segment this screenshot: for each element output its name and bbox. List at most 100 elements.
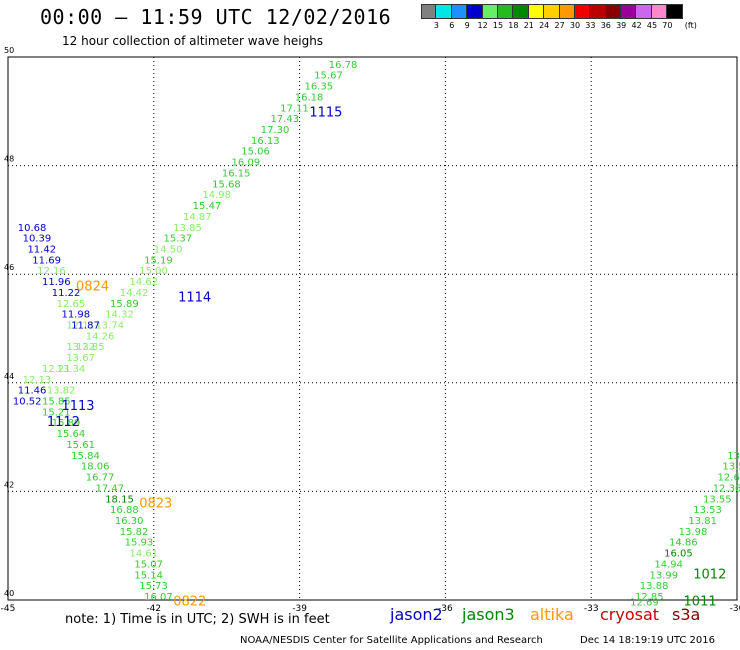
footer-timestamp: Dec 14 18:19:19 UTC 2016 [580, 635, 715, 646]
wave-height-label: 15.21 [42, 407, 71, 418]
legend-swatch [621, 4, 637, 19]
wave-height-label: 13.53 [693, 505, 722, 516]
pass-number-label: 0822 [173, 594, 206, 609]
wave-height-label: 18.06 [81, 462, 110, 473]
wave-height-label: 15.37 [164, 234, 193, 245]
satellite-name: cryosat [600, 605, 660, 624]
color-legend: 3 6 9 12 15 18 21 24 27 30 33 36 39 42 45 70 (ft) [421, 4, 697, 33]
wave-height-label: 15.19 [144, 255, 173, 266]
wave-height-label: 12.13 [23, 375, 52, 386]
legend-tick-label: 12 [477, 21, 488, 30]
map-subtitle: 12 hour collection of altimeter wave hei… [62, 34, 324, 48]
legend-tick-label: 39 [616, 21, 627, 30]
legend-swatch [497, 4, 514, 19]
pass-number-label: 1112 [47, 415, 80, 430]
wave-height-label: 15.06 [241, 147, 270, 158]
wave-height-label: 15.93 [125, 538, 154, 549]
wave-height-label: 16.18 [295, 92, 324, 103]
legend-unit: (ft) [684, 21, 697, 30]
x-tick-label: -30 [730, 604, 740, 614]
wave-height-label: 14.32 [105, 310, 134, 321]
wave-height-label: 16.07 [144, 592, 173, 603]
wave-height-label: 12.21 [42, 364, 71, 375]
wave-height-label: 15.67 [314, 71, 343, 82]
wave-height-label: 15.89 [110, 299, 139, 310]
legend-swatch [651, 4, 668, 19]
y-tick-label: 44 [4, 372, 14, 381]
satellite-name: altika [530, 605, 574, 624]
wave-height-label: 14.62 [130, 277, 159, 288]
legend-swatch [590, 4, 606, 19]
wave-height-label: 10.52 [13, 397, 42, 408]
satellite-name: jason2 [390, 605, 443, 624]
wave-height-label: 14.86 [669, 538, 698, 549]
wave-height-label: 12.36 [713, 483, 740, 494]
legend-swatch [421, 4, 437, 19]
wave-height-label: 10.39 [23, 234, 52, 245]
pass-number-label: 1115 [309, 106, 342, 121]
legend-swatch [467, 4, 483, 19]
wave-height-label: 13.5 [722, 462, 740, 473]
legend-tick-label: 70 [662, 21, 673, 30]
wave-height-label: 11.87 [71, 321, 100, 332]
wave-height-label: 13.74 [95, 321, 124, 332]
legend-swatch [436, 4, 452, 19]
pass-number-label: 0824 [76, 279, 109, 294]
x-tick-label: -42 [146, 604, 161, 614]
legend-swatch [544, 4, 560, 19]
wave-height-label: 13.99 [650, 570, 679, 581]
wave-height-label: 13.22 [66, 342, 95, 353]
wave-height-label: 15.64 [57, 429, 86, 440]
legend-tick-label: 3 [433, 21, 439, 30]
legend-swatch [605, 4, 622, 19]
pass-number-label: 1012 [693, 567, 726, 582]
wave-height-label: 14.42 [120, 288, 149, 299]
wave-height-label: 13.67 [66, 353, 95, 364]
wave-height-label: 13.81 [688, 516, 717, 527]
legend-swatch [667, 4, 683, 19]
wave-height-label: 13.55 [703, 494, 732, 505]
legend-tick-label: 9 [464, 21, 470, 30]
y-tick-label: 40 [4, 589, 14, 598]
wave-height-label: 11.98 [61, 310, 90, 321]
wave-height-label: 14.94 [654, 559, 683, 570]
wave-height-label: 16.15 [222, 168, 251, 179]
wave-height-label: 11.22 [52, 288, 81, 299]
legend-ticks: 3 6 9 12 15 18 21 24 27 30 33 36 39 42 45 70 (ft) [421, 19, 697, 33]
wave-height-label: 15.47 [193, 201, 222, 212]
wave-height-label: 11.42 [27, 244, 56, 255]
wave-height-label: 12.85 [635, 592, 664, 603]
legend-tick-label: 27 [554, 21, 565, 30]
legend-tick-label: 15 [492, 21, 504, 30]
wave-height-label: 14.61 [130, 549, 159, 560]
wave-height-label: 18.15 [105, 494, 134, 505]
wave-height-label: 13.34 [57, 364, 86, 375]
x-tick-label: -36 [438, 604, 453, 614]
legend-tick-label: 24 [539, 21, 550, 30]
wave-height-label: 14.87 [183, 212, 212, 223]
wave-height-label: 12.6 [718, 473, 740, 484]
x-tick-label: -33 [584, 604, 599, 614]
wave-height-label: 17.43 [270, 114, 299, 125]
satellite-name: s3a [672, 605, 701, 624]
wave-height-label: 14.98 [202, 190, 231, 201]
wave-height-label: 17.47 [95, 483, 124, 494]
x-tick-label: -45 [1, 604, 16, 614]
y-tick-label: 50 [4, 46, 14, 55]
legend-color-bar [421, 4, 683, 19]
wave-height-label: 14.50 [154, 244, 183, 255]
satellite-name: jason3 [462, 605, 515, 624]
x-tick-label: -39 [292, 604, 307, 614]
footer-note: note: 1) Time is in UTC; 2) SWH is in fe… [65, 612, 330, 627]
pass-number-label: 0823 [139, 497, 172, 512]
footer-credit: NOAA/NESDIS Center for Satellite Applica… [240, 635, 543, 646]
y-tick-label: 48 [4, 155, 14, 164]
wave-height-label: 15.07 [134, 559, 163, 570]
legend-tick-label: 45 [646, 21, 658, 30]
wave-height-label: 16.05 [664, 549, 693, 560]
map-frame [7, 56, 738, 601]
wave-height-label: 13.82 [47, 386, 76, 397]
y-tick-label: 42 [4, 480, 14, 489]
wave-height-label: 17.30 [261, 125, 290, 136]
